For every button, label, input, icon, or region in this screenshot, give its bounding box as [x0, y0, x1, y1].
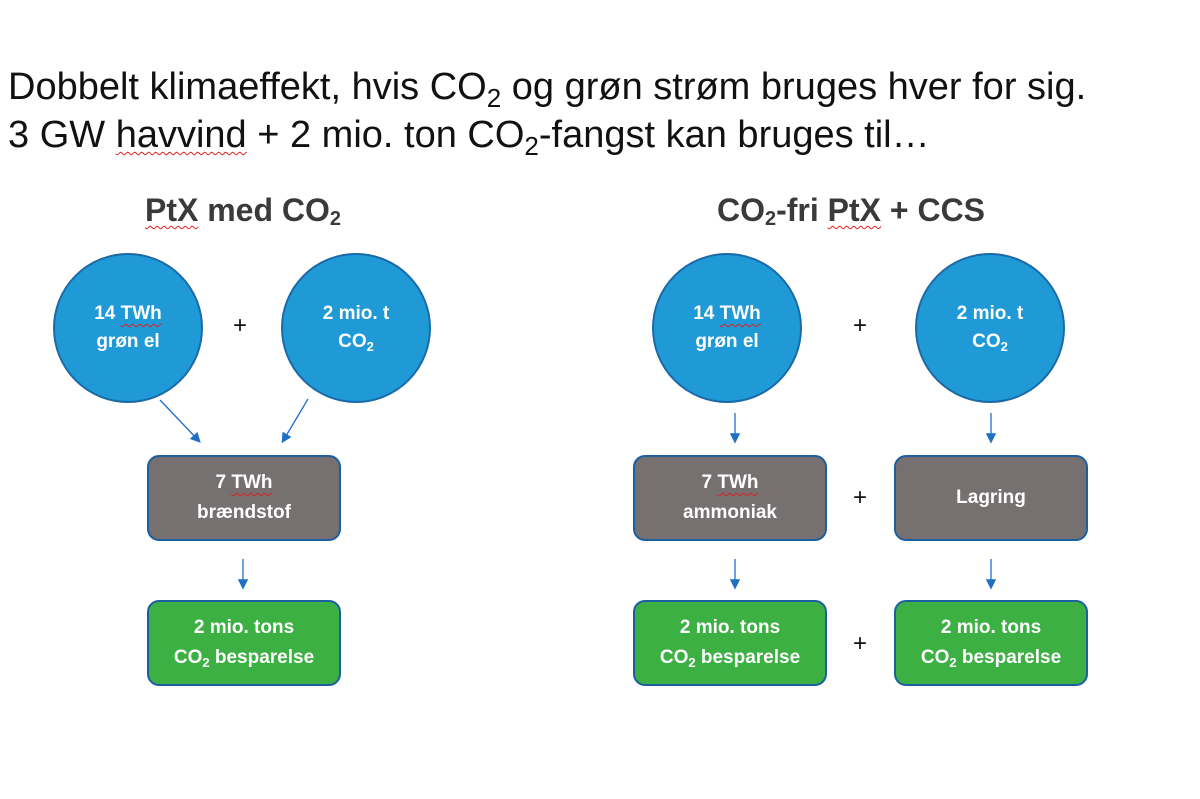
right-plus-products: + — [852, 484, 867, 511]
right-savings-box-1: 2 mio. tons CO2 besparelse — [633, 600, 827, 686]
right-plus-results: + — [852, 630, 867, 657]
right-plus-inputs: + — [852, 312, 867, 339]
right-heading: CO2-fri PtX + CCS — [716, 192, 986, 230]
right-storage-box: Lagring — [894, 455, 1088, 541]
arrow-left-power-to-fuel — [159, 399, 201, 443]
left-heading: PtX med CO2 — [144, 192, 342, 230]
left-savings-box: 2 mio. tons CO2 besparelse — [147, 600, 341, 686]
left-green-power-circle: 14 TWh grøn el — [53, 253, 203, 403]
right-ammonia-box: 7 TWh ammoniak — [633, 455, 827, 541]
left-co2-circle: 2 mio. t CO2 — [281, 253, 431, 403]
arrow-left-co2-to-fuel — [281, 398, 309, 444]
title-line-2: 3 GW havvind + 2 mio. ton CO2-fangst kan… — [8, 114, 930, 161]
right-green-power-circle: 14 TWh grøn el — [652, 253, 802, 403]
title-line-1: Dobbelt klimaeffekt, hvis CO2 og grøn st… — [8, 66, 1087, 113]
right-co2-circle: 2 mio. t CO2 — [915, 253, 1065, 403]
left-plus-sign: + — [232, 312, 247, 339]
right-savings-box-2: 2 mio. tons CO2 besparelse — [894, 600, 1088, 686]
left-fuel-box: 7 TWh brændstof — [147, 455, 341, 541]
